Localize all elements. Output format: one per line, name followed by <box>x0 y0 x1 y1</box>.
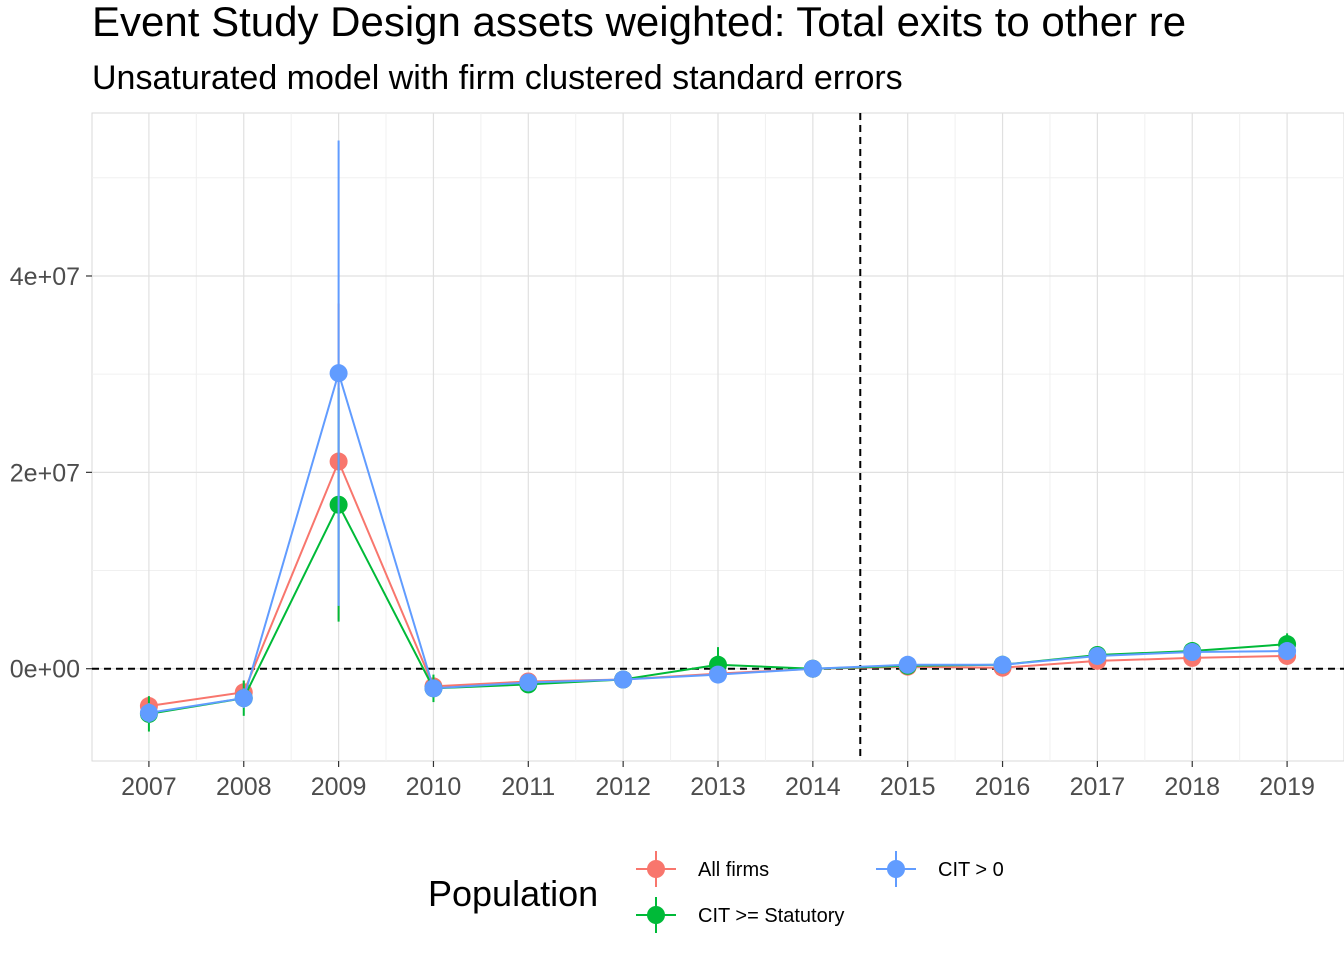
data-point <box>519 673 538 692</box>
plot-panel: 2007 2008 2009 2010 2011 2012 2013 2014 2015 2016… <box>10 112 1344 801</box>
x-tick-label: 2014 <box>785 773 841 801</box>
x-tick-label: 2019 <box>1259 773 1315 801</box>
x-tick-label: 2013 <box>690 773 746 801</box>
legend-item-0: All firms <box>636 851 769 887</box>
data-point <box>234 689 253 708</box>
legend-key-point <box>647 860 665 878</box>
x-tick-label: 2009 <box>311 773 367 801</box>
x-tick-label: 2011 <box>501 773 555 801</box>
data-point <box>898 655 917 674</box>
legend-label: CIT >= Statutory <box>698 905 844 927</box>
data-point <box>424 679 443 698</box>
data-point <box>709 665 727 684</box>
data-point <box>329 364 348 383</box>
x-tick-label: 2008 <box>216 773 272 801</box>
legend-item-1: CIT >= Statutory <box>636 897 844 933</box>
legend-key-point <box>887 860 905 878</box>
legend-label: CIT > 0 <box>938 859 1004 881</box>
x-tick-label: 2015 <box>880 773 936 801</box>
data-point <box>803 659 822 678</box>
x-tick-label: 2017 <box>1070 773 1126 801</box>
x-tick-label: 2012 <box>595 773 651 801</box>
data-point <box>1278 642 1297 661</box>
chart-title: Event Study Design assets weighted: Tota… <box>92 0 1186 45</box>
x-tick-label: 2007 <box>121 773 177 801</box>
legend-title: Population <box>428 873 598 914</box>
legend-label: All firms <box>698 859 769 881</box>
x-tick-label: 2018 <box>1164 773 1220 801</box>
y-tick-label: 4e+07 <box>10 263 80 291</box>
y-tick-label: 0e+00 <box>10 656 80 684</box>
y-tick-label: 2e+07 <box>10 459 80 487</box>
data-point <box>139 703 158 722</box>
x-tick-label: 2010 <box>406 773 462 801</box>
data-point <box>614 670 633 689</box>
legend: Population All firms CIT >= Statutory CIT … <box>428 851 1004 933</box>
data-point <box>993 655 1012 674</box>
data-point <box>1088 646 1107 665</box>
series-2 <box>139 140 1297 723</box>
chart-subtitle: Unsaturated model with firm clustered st… <box>92 59 903 97</box>
x-tick-label: 2016 <box>975 773 1031 801</box>
legend-key-point <box>647 906 665 924</box>
legend-item-2: CIT > 0 <box>876 851 1004 887</box>
data-point <box>1183 643 1202 662</box>
